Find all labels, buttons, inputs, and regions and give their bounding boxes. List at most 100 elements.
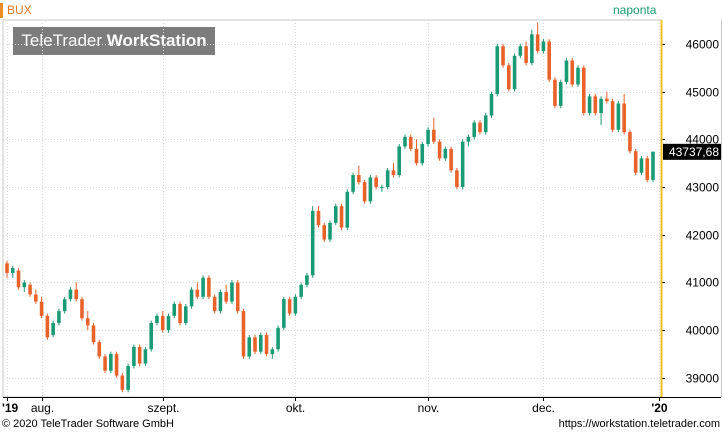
candle-body [74,289,79,300]
candle-body [97,342,102,357]
candle-body [22,282,27,288]
candle-body [651,151,655,180]
candle-body [322,225,327,240]
candle-body [408,136,413,149]
candle-body [149,323,153,350]
candle-body [155,315,159,324]
candle-body [91,325,96,343]
candle-body [45,315,50,338]
candle-body [553,79,557,106]
candle-body [437,141,442,159]
candle-body [85,318,90,326]
candle-body [172,303,177,316]
candle-body [39,301,44,316]
candle-body [599,98,603,114]
candle-body [16,270,21,288]
candle-body [132,346,136,366]
x-tick-label: nov. [418,401,440,415]
candle-body [160,315,165,331]
x-tick-label: okt. [286,401,305,415]
candle-body [512,55,517,90]
symbol-color-chip [0,3,3,18]
candle-body [109,354,113,371]
candle-body [403,136,407,147]
candle-body [610,101,615,130]
x-tick-label: '20 [651,401,668,415]
candle-body [547,41,551,80]
candle-body [605,98,609,102]
candle-body [466,136,471,142]
candle-body [28,284,32,295]
candle-body [103,356,107,371]
candle-body [432,129,436,142]
candle-body [507,65,511,90]
y-tick-label: 45000 [686,86,720,100]
candle-body [535,34,540,52]
candle-body [449,148,453,171]
watermark-brand: TeleTrader [21,31,103,50]
candle-body [368,177,373,202]
candle-body [310,210,315,276]
candle-body [276,327,280,350]
y-tick-label: 39000 [686,372,720,386]
candle-body [380,187,384,189]
candle-body [374,177,378,188]
candle-body [345,191,350,228]
candle-body [224,292,228,302]
candle-body [455,170,459,188]
candle-body [581,67,586,114]
candle-body [218,292,223,312]
candle-body [68,289,73,300]
candle-body [593,96,598,114]
candle-body [166,315,171,331]
candle-body [207,277,211,297]
candle-body [143,349,148,364]
candle-body [558,82,563,106]
y-tick-label: 44000 [686,133,720,147]
x-tick-label: '19 [2,401,19,415]
candle-body [495,46,500,94]
candle-body [489,93,494,116]
candle-body [5,263,9,273]
symbol-label: BUX [7,3,32,17]
candle-body [10,268,15,273]
candle-body [34,294,38,302]
candle-body [564,60,569,83]
candle-body [299,284,303,297]
candle-body [264,334,269,355]
candle-body [333,206,338,223]
candle-body [230,282,234,302]
candle-body [258,334,263,352]
watermark-product: WorkStation [106,31,207,50]
candle-body [62,299,67,312]
candle-body [576,67,580,85]
candle-body [391,170,396,176]
last-value-box [663,143,721,160]
candle-body [501,46,505,66]
x-tick-label: aug. [31,401,54,415]
candle-body [51,323,55,335]
y-tick-label: 46000 [686,38,720,52]
candle-body [351,175,355,192]
candle-body [287,299,292,314]
source-url[interactable]: https://workstation.teletrader.com [558,418,720,430]
candle-body [57,311,61,324]
candle-body [357,175,361,183]
candle-body [189,289,194,307]
candles [5,22,655,393]
watermark-logo: TeleTrader WorkStation [13,27,215,55]
candle-body [616,103,621,130]
y-tick-label: 42000 [686,229,720,243]
candle-body [570,60,575,85]
y-tick-label: 43000 [686,181,720,195]
period-label[interactable]: naponta [613,3,657,17]
candle-body [397,146,402,176]
candle-body [328,222,332,240]
plot-frame [2,19,662,398]
x-tick-label: dec. [532,401,555,415]
candle-body [114,354,119,376]
candle-body [178,303,182,324]
candle-body [305,275,309,285]
candle-body [270,349,275,355]
candle-body [518,46,523,56]
